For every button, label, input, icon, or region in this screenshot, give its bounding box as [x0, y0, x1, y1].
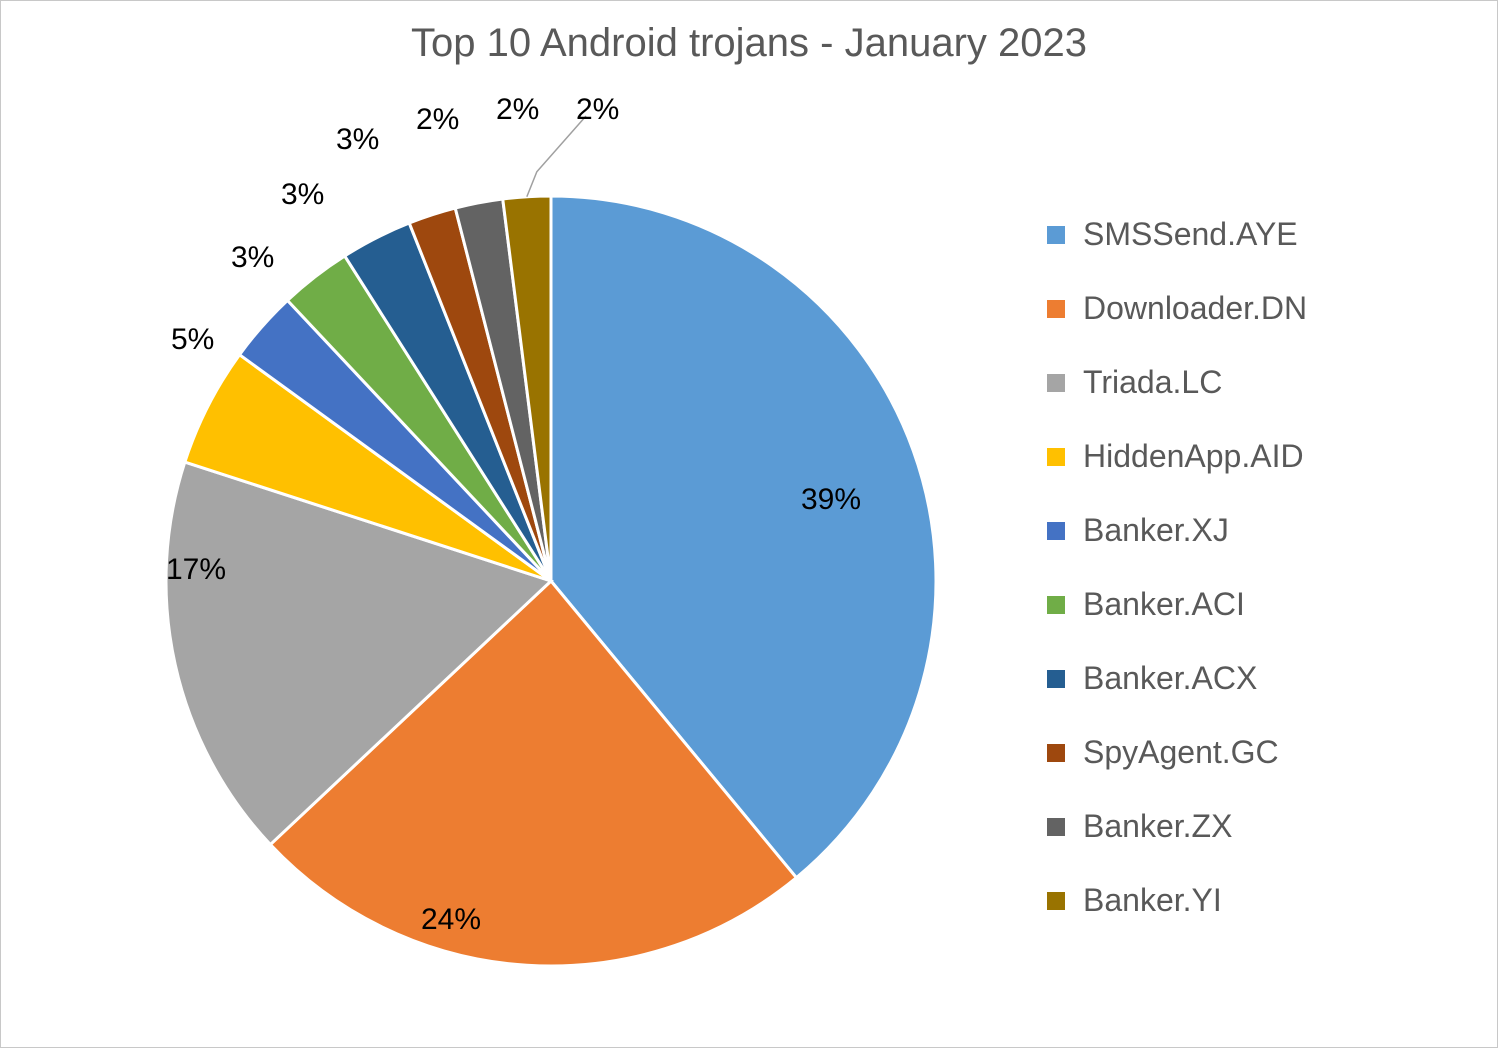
- legend-swatch: [1047, 522, 1065, 540]
- legend-item: HiddenApp.AID: [1047, 438, 1437, 475]
- data-label: 2%: [416, 103, 459, 137]
- legend-item: Banker.ACX: [1047, 660, 1437, 697]
- legend-label: Banker.YI: [1083, 882, 1222, 919]
- legend-label: HiddenApp.AID: [1083, 438, 1304, 475]
- data-label: 17%: [166, 553, 226, 587]
- legend-swatch: [1047, 448, 1065, 466]
- legend-item: Banker.YI: [1047, 882, 1437, 919]
- legend-item: Banker.ZX: [1047, 808, 1437, 845]
- legend-swatch: [1047, 670, 1065, 688]
- legend-swatch: [1047, 892, 1065, 910]
- data-label: 39%: [801, 483, 861, 517]
- legend-item: SpyAgent.GC: [1047, 734, 1437, 771]
- data-label: 2%: [496, 93, 539, 127]
- leader-line: [527, 116, 586, 197]
- pie-area: 39%24%17%5%3%3%3%2%2%2%: [141, 111, 961, 1031]
- legend-label: Banker.ZX: [1083, 808, 1232, 845]
- data-label: 3%: [231, 241, 274, 275]
- legend-label: Banker.ACX: [1083, 660, 1257, 697]
- legend-item: Downloader.DN: [1047, 290, 1437, 327]
- legend-swatch: [1047, 300, 1065, 318]
- legend-label: Downloader.DN: [1083, 290, 1307, 327]
- chart-container: Top 10 Android trojans - January 2023 39…: [0, 0, 1498, 1048]
- legend-item: Banker.XJ: [1047, 512, 1437, 549]
- legend-swatch: [1047, 374, 1065, 392]
- legend-swatch: [1047, 818, 1065, 836]
- legend-swatch: [1047, 744, 1065, 762]
- legend: SMSSend.AYE Downloader.DN Triada.LC HiddenA…: [1047, 216, 1437, 956]
- legend-label: Triada.LC: [1083, 364, 1222, 401]
- data-label: 24%: [421, 903, 481, 937]
- chart-title: Top 10 Android trojans - January 2023: [1, 21, 1497, 66]
- data-label: 2%: [576, 93, 619, 127]
- legend-swatch: [1047, 226, 1065, 244]
- data-label: 5%: [171, 323, 214, 357]
- legend-label: SMSSend.AYE: [1083, 216, 1298, 253]
- legend-item: Banker.ACI: [1047, 586, 1437, 623]
- data-label: 3%: [281, 178, 324, 212]
- legend-item: Triada.LC: [1047, 364, 1437, 401]
- data-label: 3%: [336, 123, 379, 157]
- legend-item: SMSSend.AYE: [1047, 216, 1437, 253]
- legend-label: Banker.ACI: [1083, 586, 1245, 623]
- legend-label: Banker.XJ: [1083, 512, 1229, 549]
- legend-label: SpyAgent.GC: [1083, 734, 1279, 771]
- legend-swatch: [1047, 596, 1065, 614]
